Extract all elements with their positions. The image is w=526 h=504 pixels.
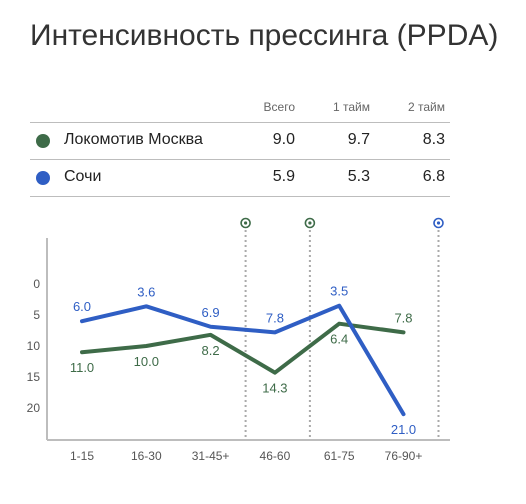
y-tick-label: 10 [27,339,41,353]
y-tick-label: 15 [27,370,41,384]
value-second-half: 8.3 [422,131,445,148]
table-row: Сочи 5.9 5.3 6.8 [30,159,450,197]
x-tick-label: 46-60 [260,449,291,463]
value-total: 5.9 [272,168,295,185]
football-icon-center [436,221,441,225]
table-row: Локомотив Москва 9.0 9.7 8.3 [30,122,450,159]
data-label: 7.8 [266,310,284,325]
ppda-table: Всего 1 тайм 2 тайм Локомотив Москва 9.0… [30,98,450,197]
team-color-dot [36,171,50,185]
value-total: 9.0 [272,131,295,148]
header-total: Всего [263,100,295,114]
data-label: 3.6 [137,284,155,299]
value-first-half: 5.3 [347,168,370,185]
team-name: Сочи [64,168,102,185]
x-tick-label: 76-90+ [385,449,423,463]
header-second-half: 2 тайм [408,100,445,114]
data-label: 6.9 [202,305,220,320]
y-tick-label: 0 [33,277,40,291]
team-color-dot [36,134,50,148]
series-line [80,303,406,417]
x-tick-label: 1-15 [70,449,94,463]
y-tick-label: 5 [33,308,40,322]
y-tick-label: 20 [27,401,41,415]
ppda-line-chart: 0 5 10 15 20 1-15 16-30 31-45+ 46-60 61-75 76-90+ 1… [27,217,450,463]
header-first-half: 1 тайм [333,100,370,114]
data-label: 7.8 [394,310,412,325]
team-name: Локомотив Москва [64,131,203,148]
data-label: 14.3 [262,381,287,396]
data-label: 8.2 [202,343,220,358]
value-first-half: 9.7 [347,131,370,148]
football-icon-center [308,221,312,225]
x-tick-label: 61-75 [324,449,355,463]
x-tick-label: 16-30 [131,449,162,463]
data-label: 11.0 [70,360,94,375]
table-header: Всего 1 тайм 2 тайм [30,98,450,122]
data-label: 21.0 [391,422,416,437]
value-second-half: 6.8 [422,168,445,185]
data-label: 3.5 [330,284,348,299]
data-label: 6.0 [73,299,91,314]
data-label: 6.4 [330,332,348,347]
data-label: 10.0 [134,354,159,369]
page-title: Интенсивность прессинга (PPDA) [30,19,499,52]
football-icon-center [244,221,248,225]
x-tick-label: 31-45+ [192,449,230,463]
